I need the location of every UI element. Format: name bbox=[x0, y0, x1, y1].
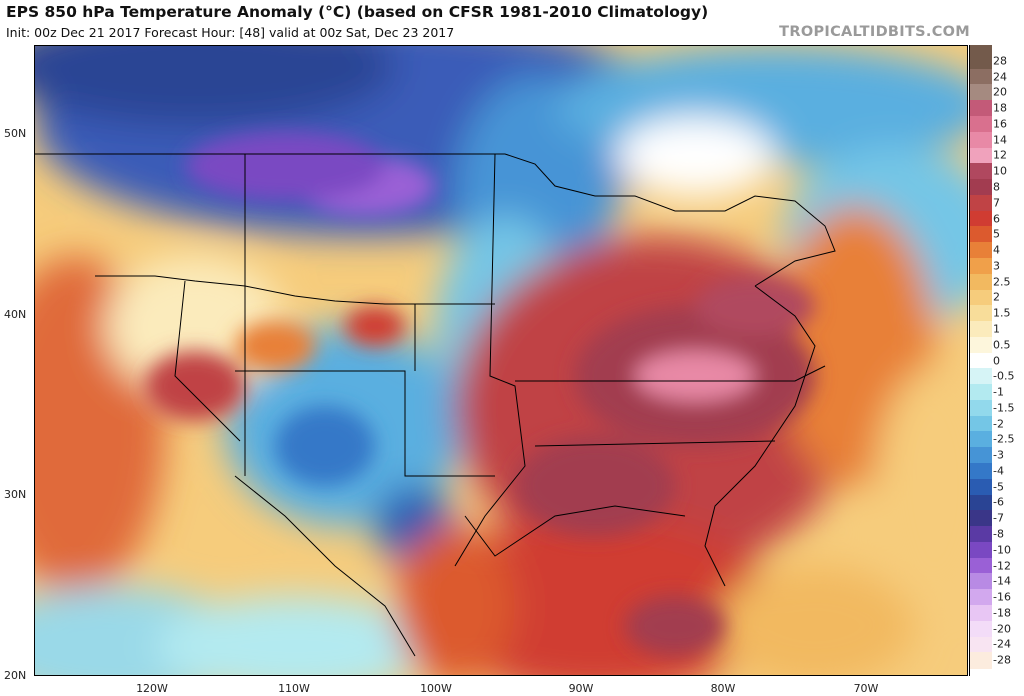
colorbar-tick-label: -3 bbox=[993, 448, 1004, 462]
colorbar-tick-label: 3 bbox=[993, 259, 1000, 273]
colorbar-swatch bbox=[970, 526, 992, 543]
colorbar-tick-label: -18 bbox=[993, 606, 1011, 620]
colorbar-tick-label: -6 bbox=[993, 495, 1004, 509]
colorbar-swatch bbox=[970, 289, 992, 306]
colorbar-swatch bbox=[970, 557, 992, 574]
colorbar-tick-label: -24 bbox=[993, 637, 1011, 651]
colorbar-swatch bbox=[970, 541, 992, 559]
colorbar-swatch bbox=[970, 605, 992, 622]
colorbar-tick-label: -4 bbox=[993, 464, 1004, 478]
colorbar-swatch bbox=[970, 589, 992, 606]
colorbar-tick-label: 6 bbox=[993, 212, 1000, 226]
colorbar bbox=[969, 45, 992, 676]
colorbar-tick-label: -8 bbox=[993, 527, 1004, 541]
colorbar-tick-label: -14 bbox=[993, 574, 1011, 588]
colorbar-swatch bbox=[970, 45, 992, 53]
map-canvas bbox=[35, 46, 967, 675]
colorbar-swatch bbox=[970, 242, 992, 259]
lat-label-50n: 50N bbox=[4, 127, 27, 140]
colorbar-swatch bbox=[970, 147, 992, 164]
colorbar-swatch bbox=[970, 131, 992, 149]
colorbar-tick-label: 1 bbox=[993, 322, 1000, 336]
anomaly-map[interactable] bbox=[34, 45, 968, 676]
colorbar-tick-label: -28 bbox=[993, 653, 1011, 667]
colorbar-tick-label: 0.5 bbox=[993, 338, 1011, 352]
colorbar-tick-label: 5 bbox=[993, 227, 1000, 241]
colorbar-tick-label: -20 bbox=[993, 622, 1011, 636]
colorbar-swatch bbox=[970, 321, 992, 338]
colorbar-tick-label: -2 bbox=[993, 417, 1004, 431]
colorbar-swatch bbox=[970, 384, 992, 401]
colorbar-tick-label: 1.5 bbox=[993, 306, 1011, 320]
colorbar-tick-label: 12 bbox=[993, 148, 1007, 162]
colorbar-tick-label: 20 bbox=[993, 85, 1007, 99]
colorbar-tick-label: -10 bbox=[993, 543, 1011, 557]
colorbar-tick-label: -0.5 bbox=[993, 369, 1015, 383]
lon-label-120w: 120W bbox=[136, 682, 168, 695]
colorbar-tick-label: 14 bbox=[993, 133, 1007, 147]
lon-label-90w: 90W bbox=[568, 682, 594, 695]
colorbar-swatch bbox=[970, 226, 992, 243]
colorbar-tick-label: 0 bbox=[993, 354, 1000, 367]
colorbar-swatch bbox=[970, 620, 992, 638]
colorbar-tick-label: -7 bbox=[993, 511, 1004, 525]
lon-label-70w: 70W bbox=[853, 682, 879, 695]
lat-label-40n: 40N bbox=[4, 308, 27, 321]
colorbar-swatch bbox=[970, 273, 992, 290]
colorbar-swatch bbox=[970, 305, 992, 322]
colorbar-swatch bbox=[970, 652, 992, 669]
colorbar-swatch bbox=[970, 447, 992, 464]
colorbar-swatch bbox=[970, 431, 992, 448]
anomaly-field-detail bbox=[145, 131, 815, 656]
colorbar-tick-label: -16 bbox=[993, 590, 1011, 604]
colorbar-swatch bbox=[970, 336, 992, 354]
colorbar-tick-label: 8 bbox=[993, 180, 1000, 194]
colorbar-tick-label: 18 bbox=[993, 101, 1007, 115]
chart-title: EPS 850 hPa Temperature Anomaly (°C) (ba… bbox=[6, 3, 709, 21]
colorbar-tick-label: -1.5 bbox=[993, 401, 1015, 415]
colorbar-tick-label: 2.5 bbox=[993, 275, 1011, 289]
brand-watermark: TROPICALTIDBITS.COM bbox=[779, 24, 970, 40]
colorbar-swatch bbox=[970, 573, 992, 590]
colorbar-tick-label: 2 bbox=[993, 290, 1000, 304]
colorbar-swatch bbox=[970, 478, 992, 496]
anomaly-field-broad bbox=[35, 46, 967, 675]
colorbar-swatch bbox=[970, 257, 992, 275]
colorbar-swatch bbox=[970, 399, 992, 417]
colorbar-tick-label: 7 bbox=[993, 196, 1000, 210]
lat-label-20n: 20N bbox=[4, 669, 27, 682]
colorbar-tick-label: -12 bbox=[993, 559, 1011, 573]
colorbar-tick-label: 10 bbox=[993, 164, 1007, 178]
colorbar-tick-label: -2.5 bbox=[993, 432, 1015, 446]
colorbar-swatch bbox=[970, 510, 992, 527]
colorbar-swatch bbox=[970, 210, 992, 227]
colorbar-swatch bbox=[970, 163, 992, 180]
lat-label-30n: 30N bbox=[4, 488, 27, 501]
colorbar-tick-label: -5 bbox=[993, 480, 1004, 494]
colorbar-tick-label: 24 bbox=[993, 70, 1007, 84]
colorbar-swatch bbox=[970, 636, 992, 653]
lon-label-110w: 110W bbox=[278, 682, 310, 695]
colorbar-swatch bbox=[970, 115, 992, 133]
colorbar-swatch bbox=[970, 84, 992, 101]
colorbar-swatch bbox=[970, 494, 992, 511]
colorbar-swatch bbox=[970, 179, 992, 196]
colorbar-swatch bbox=[970, 68, 992, 85]
lon-label-80w: 80W bbox=[710, 682, 736, 695]
colorbar-swatch bbox=[970, 352, 992, 369]
colorbar-tick-label: 28 bbox=[993, 54, 1007, 68]
colorbar-swatch bbox=[970, 463, 992, 480]
colorbar-tick-label: 4 bbox=[993, 243, 1000, 257]
political-boundaries bbox=[35, 153, 836, 657]
lon-label-100w: 100W bbox=[420, 682, 452, 695]
colorbar-swatch bbox=[970, 368, 992, 385]
colorbar-swatch bbox=[970, 100, 992, 117]
colorbar-swatch bbox=[970, 194, 992, 212]
forecast-info: Init: 00z Dec 21 2017 Forecast Hour: [48… bbox=[6, 25, 455, 40]
colorbar-tick-label: -1 bbox=[993, 385, 1004, 399]
colorbar-swatch bbox=[970, 415, 992, 432]
colorbar-tick-label: 16 bbox=[993, 117, 1007, 131]
colorbar-swatch bbox=[970, 52, 992, 70]
